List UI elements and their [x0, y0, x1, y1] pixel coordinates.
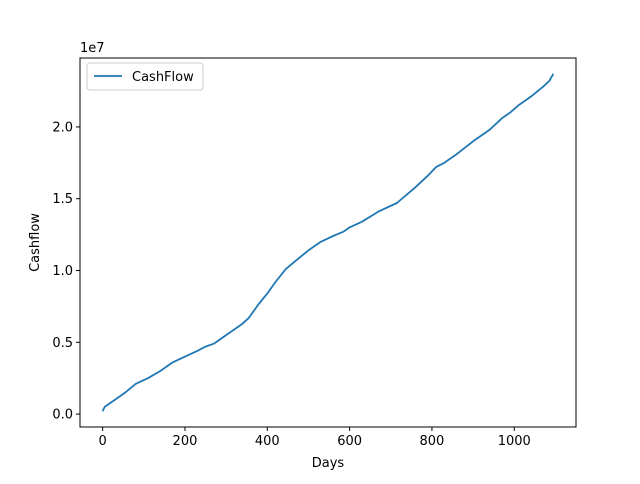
x-tick-label: 1000 — [498, 434, 531, 449]
y-tick-label: 2.0 — [52, 120, 73, 135]
x-tick-label: 200 — [173, 434, 198, 449]
x-tick-label: 600 — [337, 434, 362, 449]
y-tick-label: 1.5 — [52, 192, 73, 207]
x-axis-label: Days — [312, 456, 345, 471]
y-tick-label: 0.5 — [52, 336, 73, 351]
axes-frame — [79, 57, 577, 428]
legend-box — [86, 62, 204, 91]
legend: CashFlow — [86, 62, 204, 91]
legend-label-cashflow: CashFlow — [132, 70, 194, 85]
x-tick-label: 400 — [255, 434, 280, 449]
y-axis-label: Cashflow — [28, 213, 43, 272]
y-axis-offset-label: 1e7 — [80, 41, 105, 56]
y-tick-label: 1.0 — [52, 264, 73, 279]
x-tick-label: 0 — [98, 434, 106, 449]
y-tick-label: 0.0 — [52, 408, 73, 423]
series-line-cashflow — [101, 73, 555, 412]
plot-area — [101, 73, 555, 412]
x-tick-label: 800 — [420, 434, 445, 449]
